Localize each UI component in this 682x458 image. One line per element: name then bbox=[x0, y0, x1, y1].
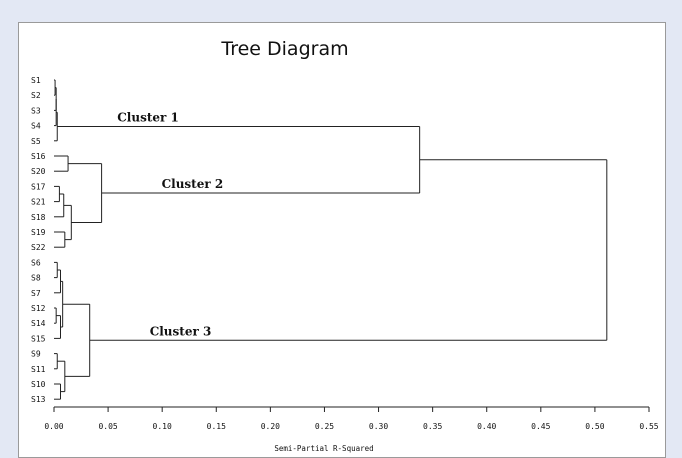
leaf-label: S10 bbox=[31, 380, 46, 389]
chart-frame: Tree Diagram S1 S2 S3 S4 S5 S16 S20 S17 S21 S18 S1… bbox=[18, 22, 666, 458]
dendrogram-edges bbox=[54, 79, 608, 400]
x-tick-label: 0.20 bbox=[261, 422, 280, 431]
x-axis-label: Semi-Partial R-Squared bbox=[274, 444, 373, 453]
x-tick-label: 0.50 bbox=[585, 422, 604, 431]
leaf-label: S4 bbox=[31, 122, 41, 131]
leaf-label: S5 bbox=[31, 137, 41, 146]
x-tick-label: 0.30 bbox=[369, 422, 388, 431]
leaf-label: S22 bbox=[31, 243, 46, 252]
leaf-label: S17 bbox=[31, 182, 46, 191]
x-tick-label: 0.35 bbox=[423, 422, 442, 431]
cluster-label: Cluster 1 bbox=[117, 111, 179, 125]
leaf-label: S19 bbox=[31, 228, 46, 237]
leaf-label: S13 bbox=[31, 395, 46, 404]
leaf-label: S2 bbox=[31, 91, 41, 100]
leaf-label: S14 bbox=[31, 319, 46, 328]
leaf-label: S6 bbox=[31, 258, 41, 267]
x-tick-label: 0.45 bbox=[531, 422, 550, 431]
leaf-label: S12 bbox=[31, 304, 46, 313]
x-tick-label: 0.55 bbox=[639, 422, 658, 431]
x-tick-label: 0.40 bbox=[477, 422, 496, 431]
leaf-label: S1 bbox=[31, 76, 41, 85]
chart-title: Tree Diagram bbox=[220, 38, 348, 60]
leaf-label: S9 bbox=[31, 350, 41, 359]
x-tick-label: 0.00 bbox=[44, 422, 63, 431]
leaf-label: S8 bbox=[31, 274, 41, 283]
leaf-label: S18 bbox=[31, 213, 46, 222]
leaf-label: S15 bbox=[31, 334, 46, 343]
leaf-label: S7 bbox=[31, 289, 41, 298]
leaf-label: S20 bbox=[31, 167, 46, 176]
x-tick-label: 0.25 bbox=[315, 422, 334, 431]
dendrogram-chart: Tree Diagram S1S2S3S4S5S16S20S17S21S18S1… bbox=[31, 38, 659, 453]
x-tick-label: 0.10 bbox=[153, 422, 172, 431]
x-axis: 0.00 0.05 0.10 0.15 0.20 0.25 0.30 0.35 0.40 0.45… bbox=[44, 407, 659, 431]
leaf-labels: S1 S2 S3 S4 S5 S16 S20 S17 S21 S18 S19 S22 S6 S8 S7 S12… bbox=[31, 76, 46, 404]
cluster-label: Cluster 3 bbox=[150, 324, 212, 338]
x-tick-label: 0.05 bbox=[98, 422, 117, 431]
leaf-label: S21 bbox=[31, 198, 46, 207]
cluster-labels: Cluster 1 Cluster 2 Cluster 3 bbox=[117, 111, 223, 339]
leaf-label: S16 bbox=[31, 152, 46, 161]
x-tick-label: 0.15 bbox=[207, 422, 226, 431]
cluster-label: Cluster 2 bbox=[162, 177, 224, 191]
leaf-label: S11 bbox=[31, 365, 46, 374]
leaf-label: S3 bbox=[31, 106, 41, 115]
